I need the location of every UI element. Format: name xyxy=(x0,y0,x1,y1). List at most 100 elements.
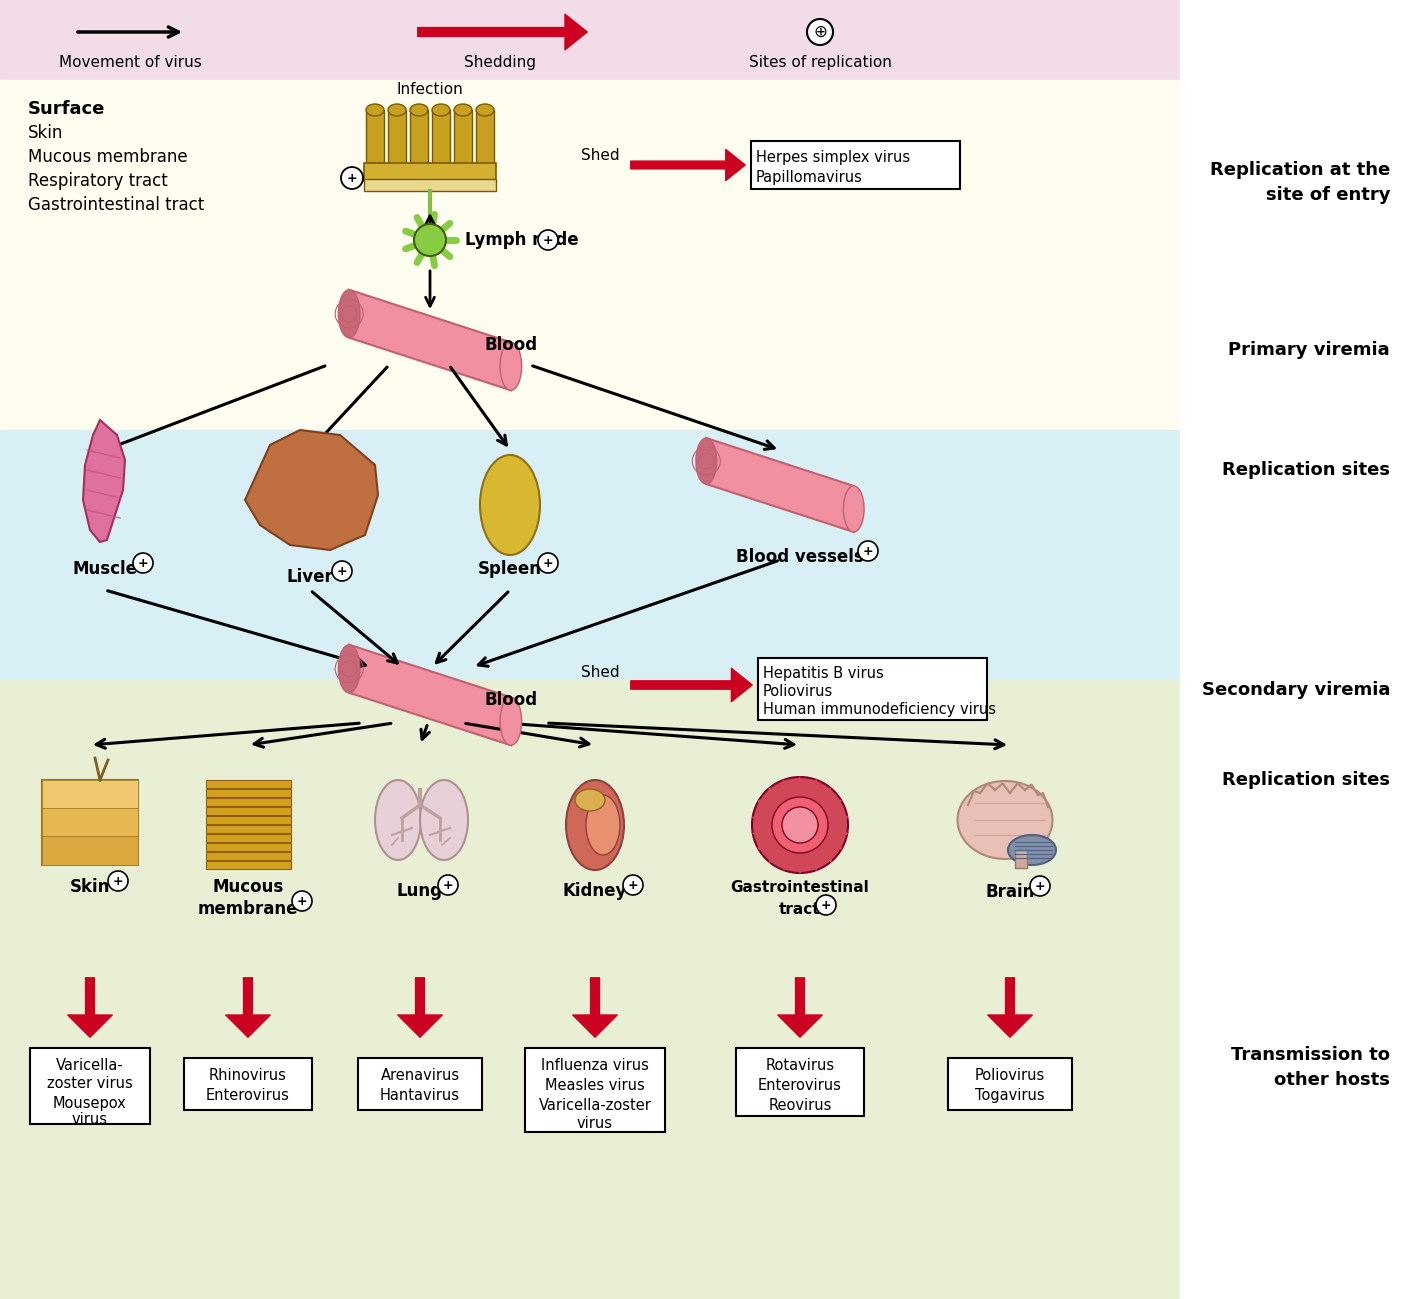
Polygon shape xyxy=(350,290,511,390)
Text: Hepatitis B virus: Hepatitis B virus xyxy=(763,666,884,681)
Circle shape xyxy=(341,168,362,188)
Circle shape xyxy=(1029,876,1051,896)
Text: site of entry: site of entry xyxy=(1266,186,1391,204)
Polygon shape xyxy=(769,857,796,863)
Text: Gastrointestinal: Gastrointestinal xyxy=(731,879,869,895)
Polygon shape xyxy=(767,788,831,846)
Polygon shape xyxy=(707,438,854,533)
Polygon shape xyxy=(830,812,847,850)
Text: Poliovirus: Poliovirus xyxy=(763,685,833,699)
Circle shape xyxy=(438,876,457,895)
Bar xyxy=(1015,850,1027,868)
Bar xyxy=(42,837,137,865)
Circle shape xyxy=(108,872,127,891)
Text: Primary viremia: Primary viremia xyxy=(1228,342,1391,359)
Ellipse shape xyxy=(411,104,428,116)
Ellipse shape xyxy=(338,644,360,692)
Polygon shape xyxy=(769,788,838,829)
Bar xyxy=(0,430,1416,700)
Bar xyxy=(205,852,292,860)
Text: +: + xyxy=(542,234,554,247)
Circle shape xyxy=(292,891,312,911)
Circle shape xyxy=(816,895,835,914)
Text: Papillomavirus: Papillomavirus xyxy=(756,170,862,184)
Polygon shape xyxy=(827,798,831,861)
Ellipse shape xyxy=(455,104,472,116)
Text: +: + xyxy=(337,565,347,578)
Ellipse shape xyxy=(586,795,620,855)
Text: Kidney: Kidney xyxy=(562,882,627,900)
Bar xyxy=(0,81,1416,430)
Ellipse shape xyxy=(695,438,716,485)
Ellipse shape xyxy=(476,104,494,116)
Text: other hosts: other hosts xyxy=(1274,1070,1391,1089)
Text: Shed: Shed xyxy=(581,148,619,162)
Ellipse shape xyxy=(566,779,624,870)
Text: Rhinovirus: Rhinovirus xyxy=(210,1068,287,1083)
Text: Enterovirus: Enterovirus xyxy=(758,1078,843,1092)
Bar xyxy=(205,834,292,842)
Circle shape xyxy=(413,223,446,256)
Text: Movement of virus: Movement of virus xyxy=(58,55,201,70)
Text: Skin: Skin xyxy=(69,878,110,896)
Bar xyxy=(205,788,292,798)
Ellipse shape xyxy=(365,104,384,116)
Text: Reovirus: Reovirus xyxy=(769,1098,831,1113)
Bar xyxy=(205,861,292,869)
Bar xyxy=(364,179,496,191)
Polygon shape xyxy=(759,799,772,850)
Text: virus: virus xyxy=(72,1112,108,1128)
Circle shape xyxy=(133,553,153,573)
Bar xyxy=(205,779,292,788)
Polygon shape xyxy=(775,779,783,853)
Polygon shape xyxy=(783,807,833,870)
Circle shape xyxy=(538,230,558,249)
Text: Gastrointestinal tract: Gastrointestinal tract xyxy=(28,196,204,214)
Text: +: + xyxy=(821,899,831,912)
Bar xyxy=(42,779,137,808)
Text: Liver: Liver xyxy=(286,568,333,586)
Text: zoster virus: zoster virus xyxy=(47,1076,133,1091)
Polygon shape xyxy=(350,644,511,746)
Bar xyxy=(364,162,496,181)
Ellipse shape xyxy=(844,486,864,533)
Text: tract: tract xyxy=(779,902,821,917)
Text: membrane: membrane xyxy=(198,900,299,918)
Bar xyxy=(205,798,292,805)
Text: Sites of replication: Sites of replication xyxy=(749,55,892,70)
Bar xyxy=(476,110,494,165)
Bar xyxy=(205,825,292,833)
Polygon shape xyxy=(84,420,125,542)
Bar xyxy=(1180,0,1416,1299)
FancyBboxPatch shape xyxy=(184,1057,312,1111)
Text: Skin: Skin xyxy=(28,123,64,142)
Text: Lung: Lung xyxy=(396,882,443,900)
Ellipse shape xyxy=(480,455,539,555)
Bar xyxy=(0,0,1416,81)
Bar xyxy=(0,679,1416,1299)
Polygon shape xyxy=(753,817,784,860)
FancyBboxPatch shape xyxy=(358,1057,481,1111)
Text: Arenavirus: Arenavirus xyxy=(381,1068,460,1083)
Text: Replication sites: Replication sites xyxy=(1222,461,1391,479)
Circle shape xyxy=(623,876,643,895)
Ellipse shape xyxy=(375,779,421,860)
Text: +: + xyxy=(862,544,874,557)
FancyBboxPatch shape xyxy=(750,142,960,188)
Ellipse shape xyxy=(500,342,521,390)
Text: Muscle: Muscle xyxy=(72,560,137,578)
Bar xyxy=(42,808,137,837)
Text: +: + xyxy=(137,556,149,569)
Polygon shape xyxy=(759,792,780,812)
Text: Enterovirus: Enterovirus xyxy=(207,1089,290,1103)
Text: Poliovirus: Poliovirus xyxy=(974,1068,1045,1083)
Bar xyxy=(205,816,292,824)
Text: Lymph node: Lymph node xyxy=(464,231,579,249)
Bar xyxy=(432,110,450,165)
Polygon shape xyxy=(807,857,818,870)
Text: Brain: Brain xyxy=(986,883,1035,902)
Circle shape xyxy=(782,807,818,843)
Text: Rotavirus: Rotavirus xyxy=(766,1057,834,1073)
Text: Mucous membrane: Mucous membrane xyxy=(28,148,188,166)
Bar xyxy=(388,110,406,165)
